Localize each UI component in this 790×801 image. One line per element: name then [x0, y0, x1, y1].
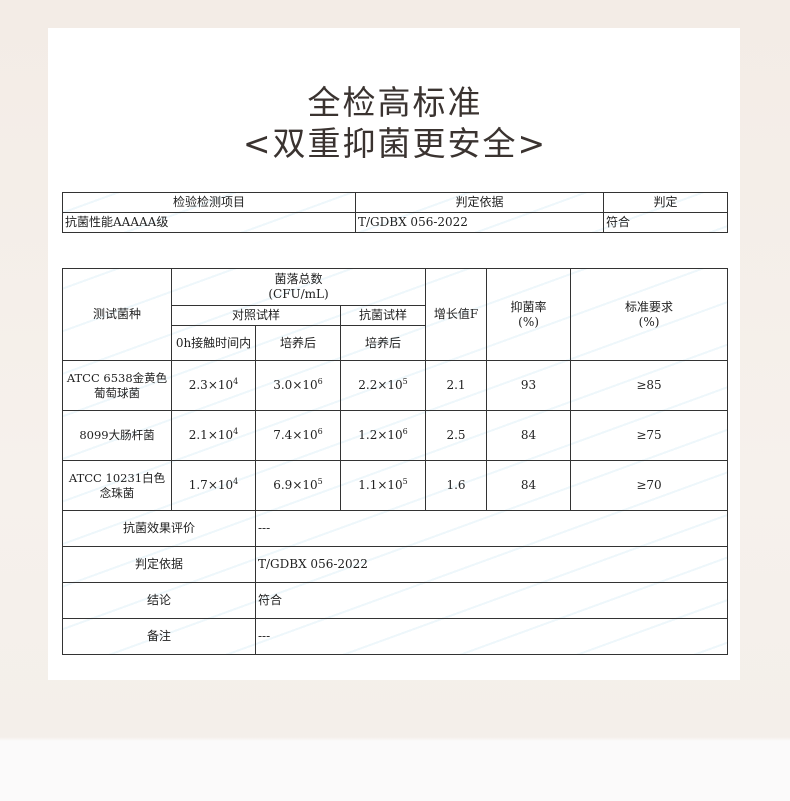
header-standard-label: 标准要求 — [625, 299, 674, 314]
cell-a1-base: 1.2×10 — [358, 428, 403, 442]
cell-c1-base: 3.0×10 — [273, 378, 318, 392]
cell-a1-exp: 6 — [402, 427, 408, 436]
footer-value: 符合 — [254, 582, 729, 619]
cell-rate: 93 — [486, 360, 572, 411]
cell-a1: 1.2×106 — [339, 410, 427, 461]
header-basis: 判定依据 — [355, 192, 604, 213]
header-after-antibac: 培养后 — [339, 325, 427, 361]
cell-c1-base: 7.4×10 — [273, 428, 318, 442]
cell-c1: 7.4×106 — [255, 410, 341, 461]
cell-standard: ≥70 — [570, 460, 729, 511]
cell-a1-base: 1.1×10 — [358, 478, 403, 492]
cell-c1: 3.0×106 — [255, 360, 341, 411]
cell-item: 抗菌性能AAAAA级 — [62, 212, 356, 233]
table-header-row: 检验检测项目 判定依据 判定 — [62, 192, 728, 213]
cell-c0: 1.7×104 — [171, 460, 256, 511]
cell-strain: ATCC 10231白色念珠菌 — [62, 460, 172, 511]
header-rate-label: 抑菌率 — [510, 299, 547, 314]
footer-value: --- — [254, 510, 729, 547]
footer-value: T/GDBX 056-2022 — [254, 546, 729, 583]
header-total-unit: (CFU/mL) — [268, 287, 329, 301]
cell-c1-base: 6.9×10 — [273, 478, 318, 492]
table-row: 8099大肠杆菌 2.1×104 7.4×106 1.2×106 2.5 84 ≥75 — [62, 410, 729, 461]
cell-c1-exp: 5 — [317, 477, 323, 486]
table-row: 抗菌性能AAAAA级 T/GDBX 056-2022 符合 — [62, 212, 728, 233]
cell-a1: 2.2×105 — [339, 360, 427, 411]
header-growth: 增长值F — [425, 268, 488, 361]
header-standard: 标准要求 (%) — [570, 268, 729, 361]
header-after-control: 培养后 — [255, 325, 341, 361]
footer-value: --- — [254, 618, 729, 655]
cell-strain: 8099大肠杆菌 — [62, 410, 172, 461]
header-control: 对照试样 — [171, 305, 341, 326]
footer-row: 备注 --- — [62, 618, 729, 655]
cell-growth: 1.6 — [425, 460, 488, 511]
table-row: ATCC 10231白色念珠菌 1.7×104 6.9×105 1.1×105 1.6 8… — [62, 460, 729, 511]
header-standard-unit: (%) — [638, 314, 660, 329]
page-subtitle: <双重抑菌更安全> — [242, 124, 548, 163]
footer-label: 结论 — [62, 582, 256, 619]
header-antibac: 抗菌试样 — [339, 305, 427, 326]
header-strain: 测试菌种 — [62, 268, 172, 361]
cell-a1-base: 2.2×10 — [358, 378, 403, 392]
result-table: 测试菌种 菌落总数 (CFU/mL) 增长值F 抑菌率 (%) 标准要求 (%) 对照… — [62, 268, 729, 655]
table-row: ATCC 6538金黄色葡萄球菌 2.3×104 3.0×106 2.2×105 2.1… — [62, 360, 729, 411]
page-title: 全检高标准 — [307, 83, 483, 122]
footer-label: 判定依据 — [62, 546, 256, 583]
cell-rate: 84 — [486, 460, 572, 511]
cell-basis: T/GDBX 056-2022 — [355, 212, 604, 233]
footer-row: 结论 符合 — [62, 582, 729, 619]
cell-standard: ≥85 — [570, 360, 729, 411]
cell-growth: 2.1 — [425, 360, 488, 411]
cell-c1-exp: 6 — [317, 427, 323, 436]
header-verdict: 判定 — [603, 192, 728, 213]
cell-strain: ATCC 6538金黄色葡萄球菌 — [62, 360, 172, 411]
cell-c0-base: 1.7×10 — [188, 478, 234, 492]
cell-c0-base: 2.3×10 — [188, 378, 234, 392]
cell-a1-exp: 5 — [402, 377, 408, 386]
cell-c0-exp: 4 — [233, 477, 239, 486]
cell-rate: 84 — [486, 410, 572, 461]
cell-c1-exp: 6 — [317, 377, 323, 386]
footer-label: 抗菌效果评价 — [62, 510, 256, 547]
header-0h: 0h接触时间内 — [171, 325, 256, 361]
cell-verdict: 符合 — [603, 212, 728, 233]
cell-a1-exp: 5 — [402, 477, 408, 486]
cell-standard: ≥75 — [570, 410, 729, 461]
header-rate: 抑菌率 (%) — [486, 268, 572, 361]
footer-label: 备注 — [62, 618, 256, 655]
cell-c1: 6.9×105 — [255, 460, 341, 511]
cell-c0-exp: 4 — [233, 427, 239, 436]
header-rate-unit: (%) — [518, 314, 539, 329]
cell-c0: 2.1×104 — [171, 410, 256, 461]
cell-c0-base: 2.1×10 — [188, 428, 234, 442]
header-item: 检验检测项目 — [62, 192, 356, 213]
cell-c0-exp: 4 — [233, 377, 239, 386]
cell-c0: 2.3×104 — [171, 360, 256, 411]
header-total: 菌落总数 (CFU/mL) — [170, 268, 427, 306]
footer-row: 抗菌效果评价 --- — [62, 510, 729, 547]
header-total-label: 菌落总数 — [274, 272, 323, 286]
footer-row: 判定依据 T/GDBX 056-2022 — [62, 546, 729, 583]
cell-a1: 1.1×105 — [339, 460, 427, 511]
cell-growth: 2.5 — [425, 410, 488, 461]
summary-table: 检验检测项目 判定依据 判定 抗菌性能AAAAA级 T/GDBX 056-202… — [62, 192, 728, 233]
